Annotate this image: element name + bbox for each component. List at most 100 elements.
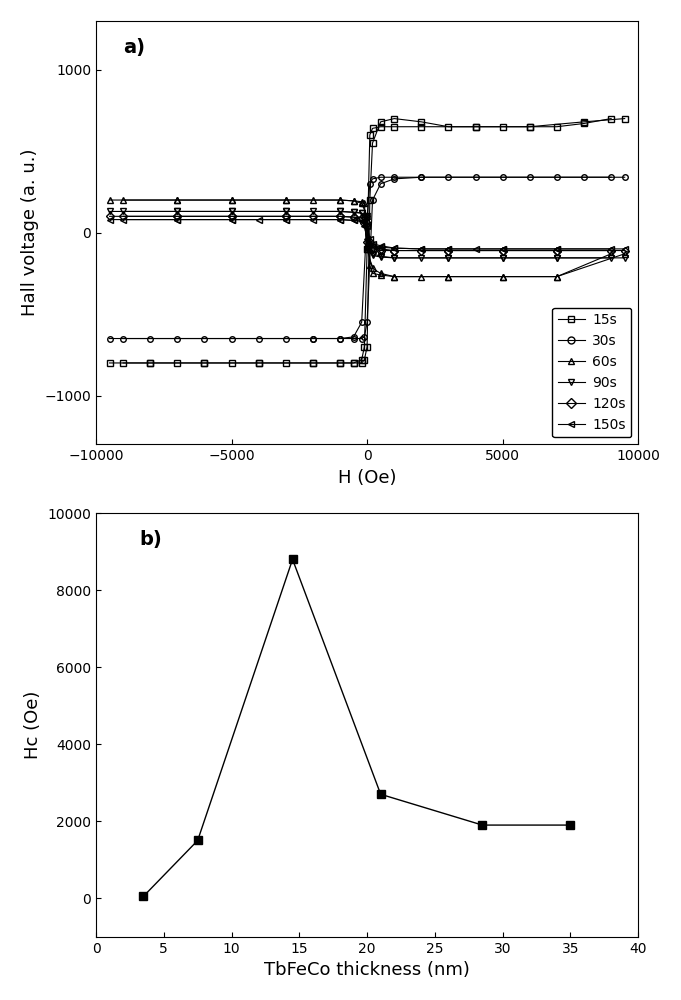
60s [173,194,181,206]
60s [336,194,344,206]
60s [349,195,358,207]
15s [349,357,358,369]
Line: 15s: 15s [107,116,614,366]
90s [498,252,507,264]
15s [366,194,374,206]
60s [390,271,398,283]
90s [106,205,114,217]
90s [390,252,398,264]
120s [553,245,561,257]
90s [336,205,344,217]
15s [445,121,453,133]
90s [377,251,385,263]
150s [498,243,507,255]
60s [445,271,453,283]
150s [349,214,358,226]
120s [360,217,368,229]
120s [282,210,290,222]
150s [471,243,479,255]
60s [282,194,290,206]
15s [106,357,114,369]
Line: 90s: 90s [107,209,614,261]
15s [390,113,398,125]
30s [146,333,155,345]
150s [227,214,236,226]
Line: 30s: 30s [107,174,614,341]
90s [368,249,377,261]
60s [106,194,114,206]
150s [553,243,561,255]
90s [360,214,368,226]
120s [607,245,615,257]
120s [227,210,236,222]
15s [200,357,208,369]
120s [417,245,426,257]
15s [580,117,588,129]
15s [553,121,561,133]
150s [173,214,181,226]
30s [358,333,366,345]
30s [390,173,398,185]
60s [377,267,385,279]
150s [282,214,290,226]
90s [349,206,358,218]
150s [445,243,453,255]
Text: b): b) [140,530,162,549]
15s [526,121,534,133]
15s [308,357,317,369]
15s [498,121,507,133]
15s [358,357,366,369]
15s [471,121,479,133]
120s [445,245,453,257]
150s [336,214,344,226]
15s [146,357,155,369]
60s [417,271,426,283]
90s [358,207,366,219]
150s [390,242,398,254]
30s [200,333,208,345]
60s [227,194,236,206]
150s [106,214,114,226]
60s [553,271,561,283]
90s [553,252,561,264]
120s [368,243,377,255]
120s [363,236,371,248]
150s [363,233,371,245]
60s [607,248,615,260]
120s [173,210,181,222]
60s [368,262,377,274]
150s [360,220,368,232]
Text: a): a) [123,38,145,57]
30s [255,333,263,345]
30s [336,333,344,345]
15s [255,357,263,369]
30s [607,171,615,183]
90s [363,243,371,255]
30s [377,178,385,190]
Legend: 15s, 30s, 60s, 90s, 120s, 150s: 15s, 30s, 60s, 90s, 120s, 150s [552,308,631,437]
30s [106,333,114,345]
90s [417,252,426,264]
150s [368,240,377,252]
30s [360,331,368,343]
Y-axis label: Hall voltage (a. u.): Hall voltage (a. u.) [21,149,39,316]
Y-axis label: Hc (Oe): Hc (Oe) [24,691,42,759]
150s [377,241,385,253]
30s [553,171,561,183]
X-axis label: H (Oe): H (Oe) [338,469,396,487]
120s [390,245,398,257]
Line: 120s: 120s [107,214,614,253]
90s [173,205,181,217]
60s [498,271,507,283]
120s [377,245,385,257]
60s [360,197,368,209]
30s [349,333,358,345]
15s [363,341,371,353]
30s [368,194,377,206]
90s [282,205,290,217]
120s [336,210,344,222]
Line: 150s: 150s [107,217,614,252]
X-axis label: TbFeCo thickness (nm): TbFeCo thickness (nm) [264,961,470,979]
30s [363,316,371,328]
30s [445,171,453,183]
